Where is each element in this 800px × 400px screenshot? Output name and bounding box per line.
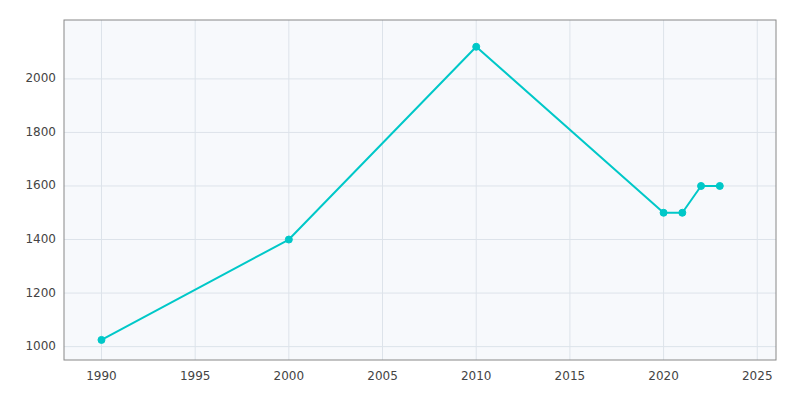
grid: [64, 20, 776, 360]
grid-line-y: [64, 293, 776, 294]
marker: [716, 182, 723, 189]
grid-line-y: [64, 239, 776, 240]
chart-container: 1000 1200 1400 1600 1800 2000 1990 1995 2000 2005…: [0, 0, 800, 400]
grid-line-y: [64, 185, 776, 186]
marker: [660, 209, 667, 216]
grid-line-y: [64, 78, 776, 79]
grid-line-x: [569, 20, 570, 360]
y-tick-label: 1600: [25, 178, 56, 192]
y-tick-label: 1200: [25, 286, 56, 300]
plot-background: [64, 20, 776, 360]
grid-line-x: [757, 20, 758, 360]
x-tick-label: 2025: [742, 369, 773, 383]
plot-frame: [64, 20, 776, 360]
x-tick-label: 2000: [274, 369, 305, 383]
x-tick-label: 2020: [648, 369, 679, 383]
chart-svg: 1000 1200 1400 1600 1800 2000 1990 1995 2000 2005…: [0, 0, 800, 400]
marker: [473, 43, 480, 50]
grid-line-y: [64, 132, 776, 133]
y-tick-label: 1000: [25, 339, 56, 353]
marker: [285, 236, 292, 243]
marker: [698, 182, 705, 189]
x-tick-label: 2015: [555, 369, 586, 383]
x-tick-label: 1995: [180, 369, 211, 383]
y-tick-label: 1800: [25, 125, 56, 139]
grid-line-x: [195, 20, 196, 360]
tick-labels: 1000 1200 1400 1600 1800 2000 1990 1995 2000 2005…: [25, 71, 772, 383]
grid-line-x: [101, 20, 102, 360]
y-tick-label: 2000: [25, 71, 56, 85]
grid-line-x: [476, 20, 477, 360]
x-tick-label: 2010: [461, 369, 492, 383]
grid-line-x: [382, 20, 383, 360]
x-tick-label: 1990: [86, 369, 117, 383]
line: [101, 47, 719, 340]
grid-line-x: [288, 20, 289, 360]
grid-line-x: [663, 20, 664, 360]
series: [98, 43, 723, 343]
marker: [98, 336, 105, 343]
x-tick-label: 2005: [367, 369, 398, 383]
grid-line-y: [64, 346, 776, 347]
marker: [679, 209, 686, 216]
y-tick-label: 1400: [25, 232, 56, 246]
